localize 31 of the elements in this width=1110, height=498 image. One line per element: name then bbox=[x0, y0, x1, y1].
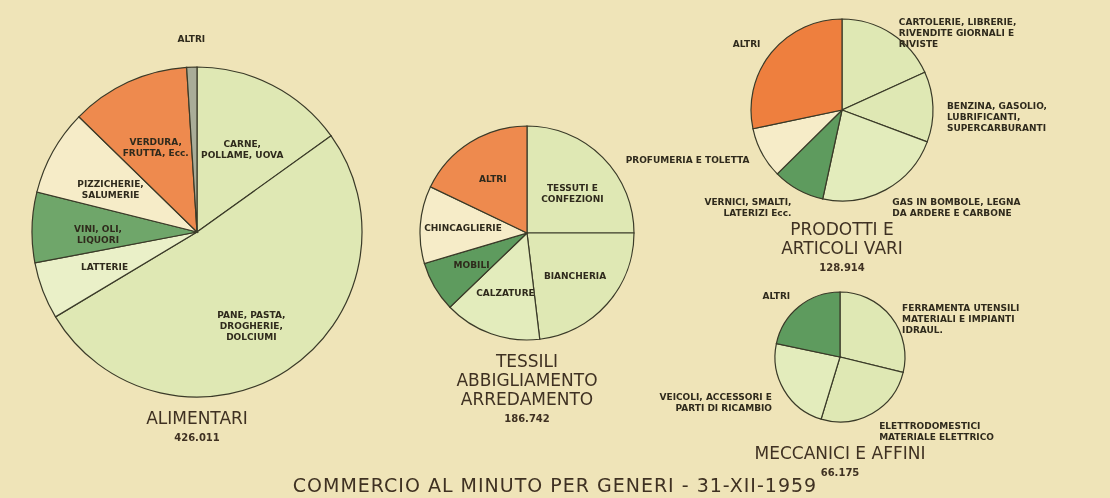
slice-label: ALTRI bbox=[478, 173, 507, 184]
slice-label: TESSUTI E CONFEZIONI bbox=[541, 182, 604, 204]
text: 186.742 bbox=[504, 413, 550, 424]
slice-label: VERDURA, FRUTTA, Ecc. bbox=[122, 137, 189, 159]
slice-label: ELETTRODOMESTICI MATERIALE ELETTRICO bbox=[879, 420, 995, 442]
text: MECCANICI E AFFINI bbox=[754, 442, 926, 463]
slice-label: MOBILI bbox=[453, 260, 490, 271]
text: 66.175 bbox=[820, 466, 860, 478]
text: 128.914 bbox=[819, 262, 865, 274]
slice-label: VERNICI, SMALTI, LATERIZI Ecc. bbox=[704, 197, 792, 219]
slice-label: ALTRI bbox=[762, 290, 791, 301]
slice-label: CARNE, POLLAME, UOVA bbox=[201, 138, 284, 160]
slice-label: LATTERIE bbox=[80, 262, 129, 273]
slice-label: GAS IN BOMBOLE, LEGNA DA ARDERE E CARBONE bbox=[892, 197, 1021, 219]
slice-label: ALTRI bbox=[732, 38, 761, 49]
slice-label: PROFUMERIA E TOLETTA bbox=[625, 154, 750, 165]
text: TESSILI ABBIGLIAMENTO ARREDAMENTO bbox=[456, 351, 598, 409]
text: ALIMENTARI bbox=[146, 408, 248, 428]
slice-label: PIZZICHERIE, SALUMERIE bbox=[77, 178, 144, 200]
slice-label: CALZATURE bbox=[476, 288, 535, 299]
slice-label: PANE, PASTA, DROGHERIE, DOLCIUMI bbox=[217, 309, 286, 342]
text: COMMERCIO AL MINUTO PER GENERI - 31-XII-1959 bbox=[292, 474, 818, 496]
slice-label: FERRAMENTA UTENSILI MATERIALI E IMPIANTI IDRAUL. bbox=[902, 303, 1020, 336]
slice-label: VEICOLI, ACCESSORI E PARTI DI RICAMBIO bbox=[659, 392, 773, 414]
slice-label: ALTRI bbox=[177, 34, 206, 45]
text: PRODOTTI E ARTICOLI VARI bbox=[781, 219, 903, 259]
slice-label: BIANCHERIA bbox=[543, 270, 607, 281]
slice-label: BENZINA, GASOLIO, LUBRIFICANTI, SUPERCARBURANTI bbox=[946, 101, 1048, 134]
text: 426.011 bbox=[174, 432, 220, 443]
slice-label: CHINCAGLIERIE bbox=[424, 222, 502, 233]
slice-label: VINI, OLI, LIQUORI bbox=[74, 224, 122, 246]
